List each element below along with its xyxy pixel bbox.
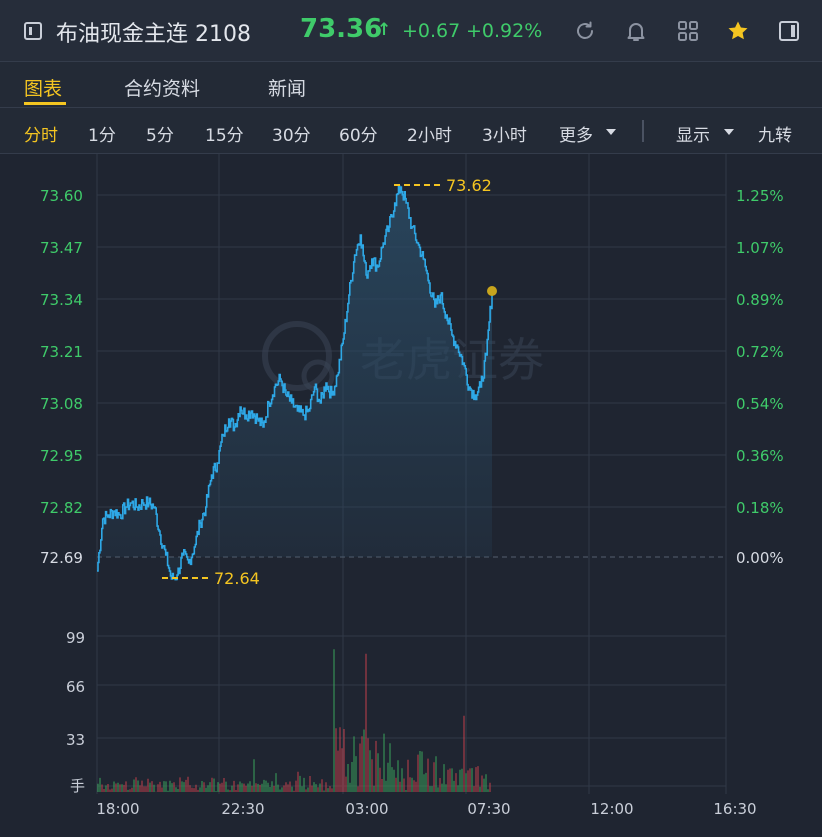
percent-tick-label: 0.36%: [736, 447, 784, 465]
last-price-dot: [487, 286, 497, 296]
period-5min[interactable]: 5分: [146, 126, 174, 146]
high-marker-label: 73.62: [446, 176, 492, 195]
price-area-fill: [97, 185, 492, 580]
nine-turn-button[interactable]: 九转: [758, 126, 792, 146]
tab-news[interactable]: 新闻: [268, 78, 307, 100]
percent-tick-label: 0.72%: [736, 343, 784, 361]
more-chevron-down-icon: [606, 129, 616, 135]
time-tick-label: 03:00: [345, 800, 388, 818]
period-60min[interactable]: 60分: [339, 126, 378, 146]
price-tick-label: 72.82: [40, 499, 83, 517]
time-tick-label: 07:30: [467, 800, 510, 818]
sidebar-toggle-icon[interactable]: [24, 22, 42, 40]
percent-tick-label: 1.25%: [736, 187, 784, 205]
panel-icon[interactable]: [777, 19, 801, 43]
percent-tick-label: 1.07%: [736, 239, 784, 257]
percent-tick-label: 0.18%: [736, 499, 784, 517]
volume-bars: [97, 649, 491, 792]
period-15min[interactable]: 15分: [205, 126, 244, 146]
tab-bar: 图表 合约资料 新闻: [0, 62, 822, 108]
percent-tick-label: 0.00%: [736, 549, 784, 567]
refresh-icon[interactable]: [573, 19, 597, 43]
period-more[interactable]: 更多: [559, 126, 593, 146]
price-axis: 73.60 73.47 73.34 73.21 73.08 72.95 72.82 72.69: [40, 187, 83, 567]
price-change-percent: +0.92%: [466, 20, 543, 42]
price-line: [97, 185, 493, 581]
bell-icon[interactable]: [624, 19, 648, 43]
price-tick-label: 73.47: [40, 239, 83, 257]
price-tick-label: 72.95: [40, 447, 83, 465]
price-tick-label: 73.34: [40, 291, 83, 309]
active-tab-indicator: [24, 102, 66, 105]
period-1min[interactable]: 1分: [88, 126, 116, 146]
arrow-up-icon: ↑: [377, 20, 392, 40]
grid-icon[interactable]: [676, 19, 700, 43]
period-30min[interactable]: 30分: [272, 126, 311, 146]
price-tick-label: 73.21: [40, 343, 83, 361]
period-bar: 分时 1分 5分 15分 30分 60分 2小时 3小时 更多 显示 九转: [0, 108, 822, 154]
period-3hour[interactable]: 3小时: [482, 126, 527, 146]
period-2hour[interactable]: 2小时: [407, 126, 452, 146]
percent-axis: 1.25% 1.07% 0.89% 0.72% 0.54% 0.36% 0.18% 0.00%: [736, 187, 784, 567]
toolbar-divider: [642, 120, 644, 142]
tab-contract-info[interactable]: 合约资料: [124, 78, 201, 100]
display-dropdown[interactable]: 显示: [676, 126, 710, 146]
time-tick-label: 22:30: [221, 800, 264, 818]
price-tick-label: 73.08: [40, 395, 83, 413]
time-tick-label: 12:00: [590, 800, 633, 818]
high-low-markers: 73.62 72.64: [162, 176, 497, 588]
instrument-title: 布油现金主连 2108: [56, 22, 251, 47]
volume-tick-label: 99: [66, 629, 85, 647]
header-bar: 布油现金主连 2108 73.36 ↑ +0.67 +0.92%: [0, 0, 822, 62]
tab-chart[interactable]: 图表: [24, 78, 63, 100]
price-change: +0.67: [402, 20, 461, 42]
volume-tick-label: 33: [66, 731, 85, 749]
star-icon[interactable]: [726, 19, 750, 43]
percent-tick-label: 0.54%: [736, 395, 784, 413]
last-price: 73.36: [300, 14, 383, 44]
price-tick-label: 73.60: [40, 187, 83, 205]
price-tick-label: 72.69: [40, 549, 83, 567]
percent-tick-label: 0.89%: [736, 291, 784, 309]
period-intraday[interactable]: 分时: [24, 126, 58, 146]
volume-tick-label: 66: [66, 678, 85, 696]
low-marker-label: 72.64: [214, 569, 260, 588]
time-tick-label: 18:00: [96, 800, 139, 818]
display-chevron-down-icon: [724, 129, 734, 135]
time-tick-label: 16:30: [713, 800, 756, 818]
volume-axis: 99 66 33 手: [66, 629, 85, 795]
volume-unit-label: 手: [70, 777, 85, 795]
time-axis: 18:00 22:30 03:00 07:30 12:00 16:30: [96, 800, 756, 818]
